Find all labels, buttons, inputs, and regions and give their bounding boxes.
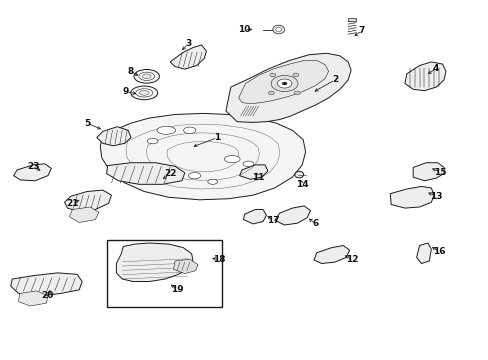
Text: 12: 12 [345, 256, 358, 264]
Ellipse shape [147, 139, 158, 144]
Ellipse shape [135, 89, 153, 97]
Polygon shape [116, 243, 193, 282]
Text: 15: 15 [433, 167, 446, 176]
Text: 3: 3 [185, 40, 191, 49]
Ellipse shape [130, 86, 157, 100]
Ellipse shape [294, 171, 303, 178]
Ellipse shape [270, 75, 297, 91]
Polygon shape [389, 186, 433, 208]
Polygon shape [416, 243, 430, 264]
Ellipse shape [294, 91, 300, 95]
Ellipse shape [139, 91, 149, 95]
Polygon shape [106, 163, 184, 184]
Text: 2: 2 [331, 76, 337, 85]
Ellipse shape [157, 126, 175, 134]
Text: 10: 10 [238, 25, 250, 34]
Text: 4: 4 [432, 64, 439, 73]
Polygon shape [69, 207, 99, 222]
Text: 11: 11 [251, 173, 264, 181]
Text: 9: 9 [122, 87, 129, 96]
Polygon shape [173, 259, 198, 274]
Ellipse shape [243, 161, 253, 166]
Text: 1: 1 [214, 133, 220, 142]
Circle shape [275, 27, 281, 32]
Ellipse shape [134, 69, 159, 83]
Text: 6: 6 [312, 219, 318, 228]
Text: 5: 5 [84, 118, 90, 127]
Text: 14: 14 [295, 180, 308, 189]
Text: 19: 19 [170, 285, 183, 294]
Text: 17: 17 [266, 216, 279, 225]
Text: 23: 23 [27, 162, 40, 171]
Text: 7: 7 [358, 26, 365, 35]
Polygon shape [225, 53, 350, 122]
Ellipse shape [282, 82, 286, 85]
Bar [347, 18, 355, 21]
Circle shape [272, 25, 284, 34]
Ellipse shape [269, 73, 275, 77]
Ellipse shape [268, 91, 274, 95]
Bar [106, 240, 222, 307]
Polygon shape [100, 113, 305, 200]
Text: 18: 18 [212, 256, 225, 264]
Polygon shape [243, 210, 266, 224]
Ellipse shape [292, 73, 298, 77]
Polygon shape [412, 163, 443, 181]
Polygon shape [11, 273, 82, 296]
Ellipse shape [224, 156, 240, 163]
Ellipse shape [139, 72, 154, 81]
Polygon shape [64, 190, 111, 212]
Polygon shape [170, 45, 206, 69]
Ellipse shape [207, 179, 217, 184]
Ellipse shape [277, 79, 291, 88]
Polygon shape [274, 206, 310, 225]
Text: 20: 20 [41, 292, 54, 300]
Polygon shape [238, 60, 328, 104]
Ellipse shape [142, 74, 151, 78]
Text: 22: 22 [163, 169, 176, 178]
Text: 13: 13 [429, 192, 442, 201]
Ellipse shape [183, 127, 195, 134]
Polygon shape [97, 127, 131, 146]
Polygon shape [313, 246, 349, 264]
Polygon shape [404, 62, 445, 91]
Polygon shape [19, 291, 48, 306]
Text: 21: 21 [66, 199, 79, 208]
Polygon shape [239, 165, 267, 179]
Ellipse shape [188, 172, 201, 179]
Text: 8: 8 [128, 67, 134, 76]
Text: 16: 16 [432, 247, 445, 256]
Polygon shape [14, 164, 51, 181]
